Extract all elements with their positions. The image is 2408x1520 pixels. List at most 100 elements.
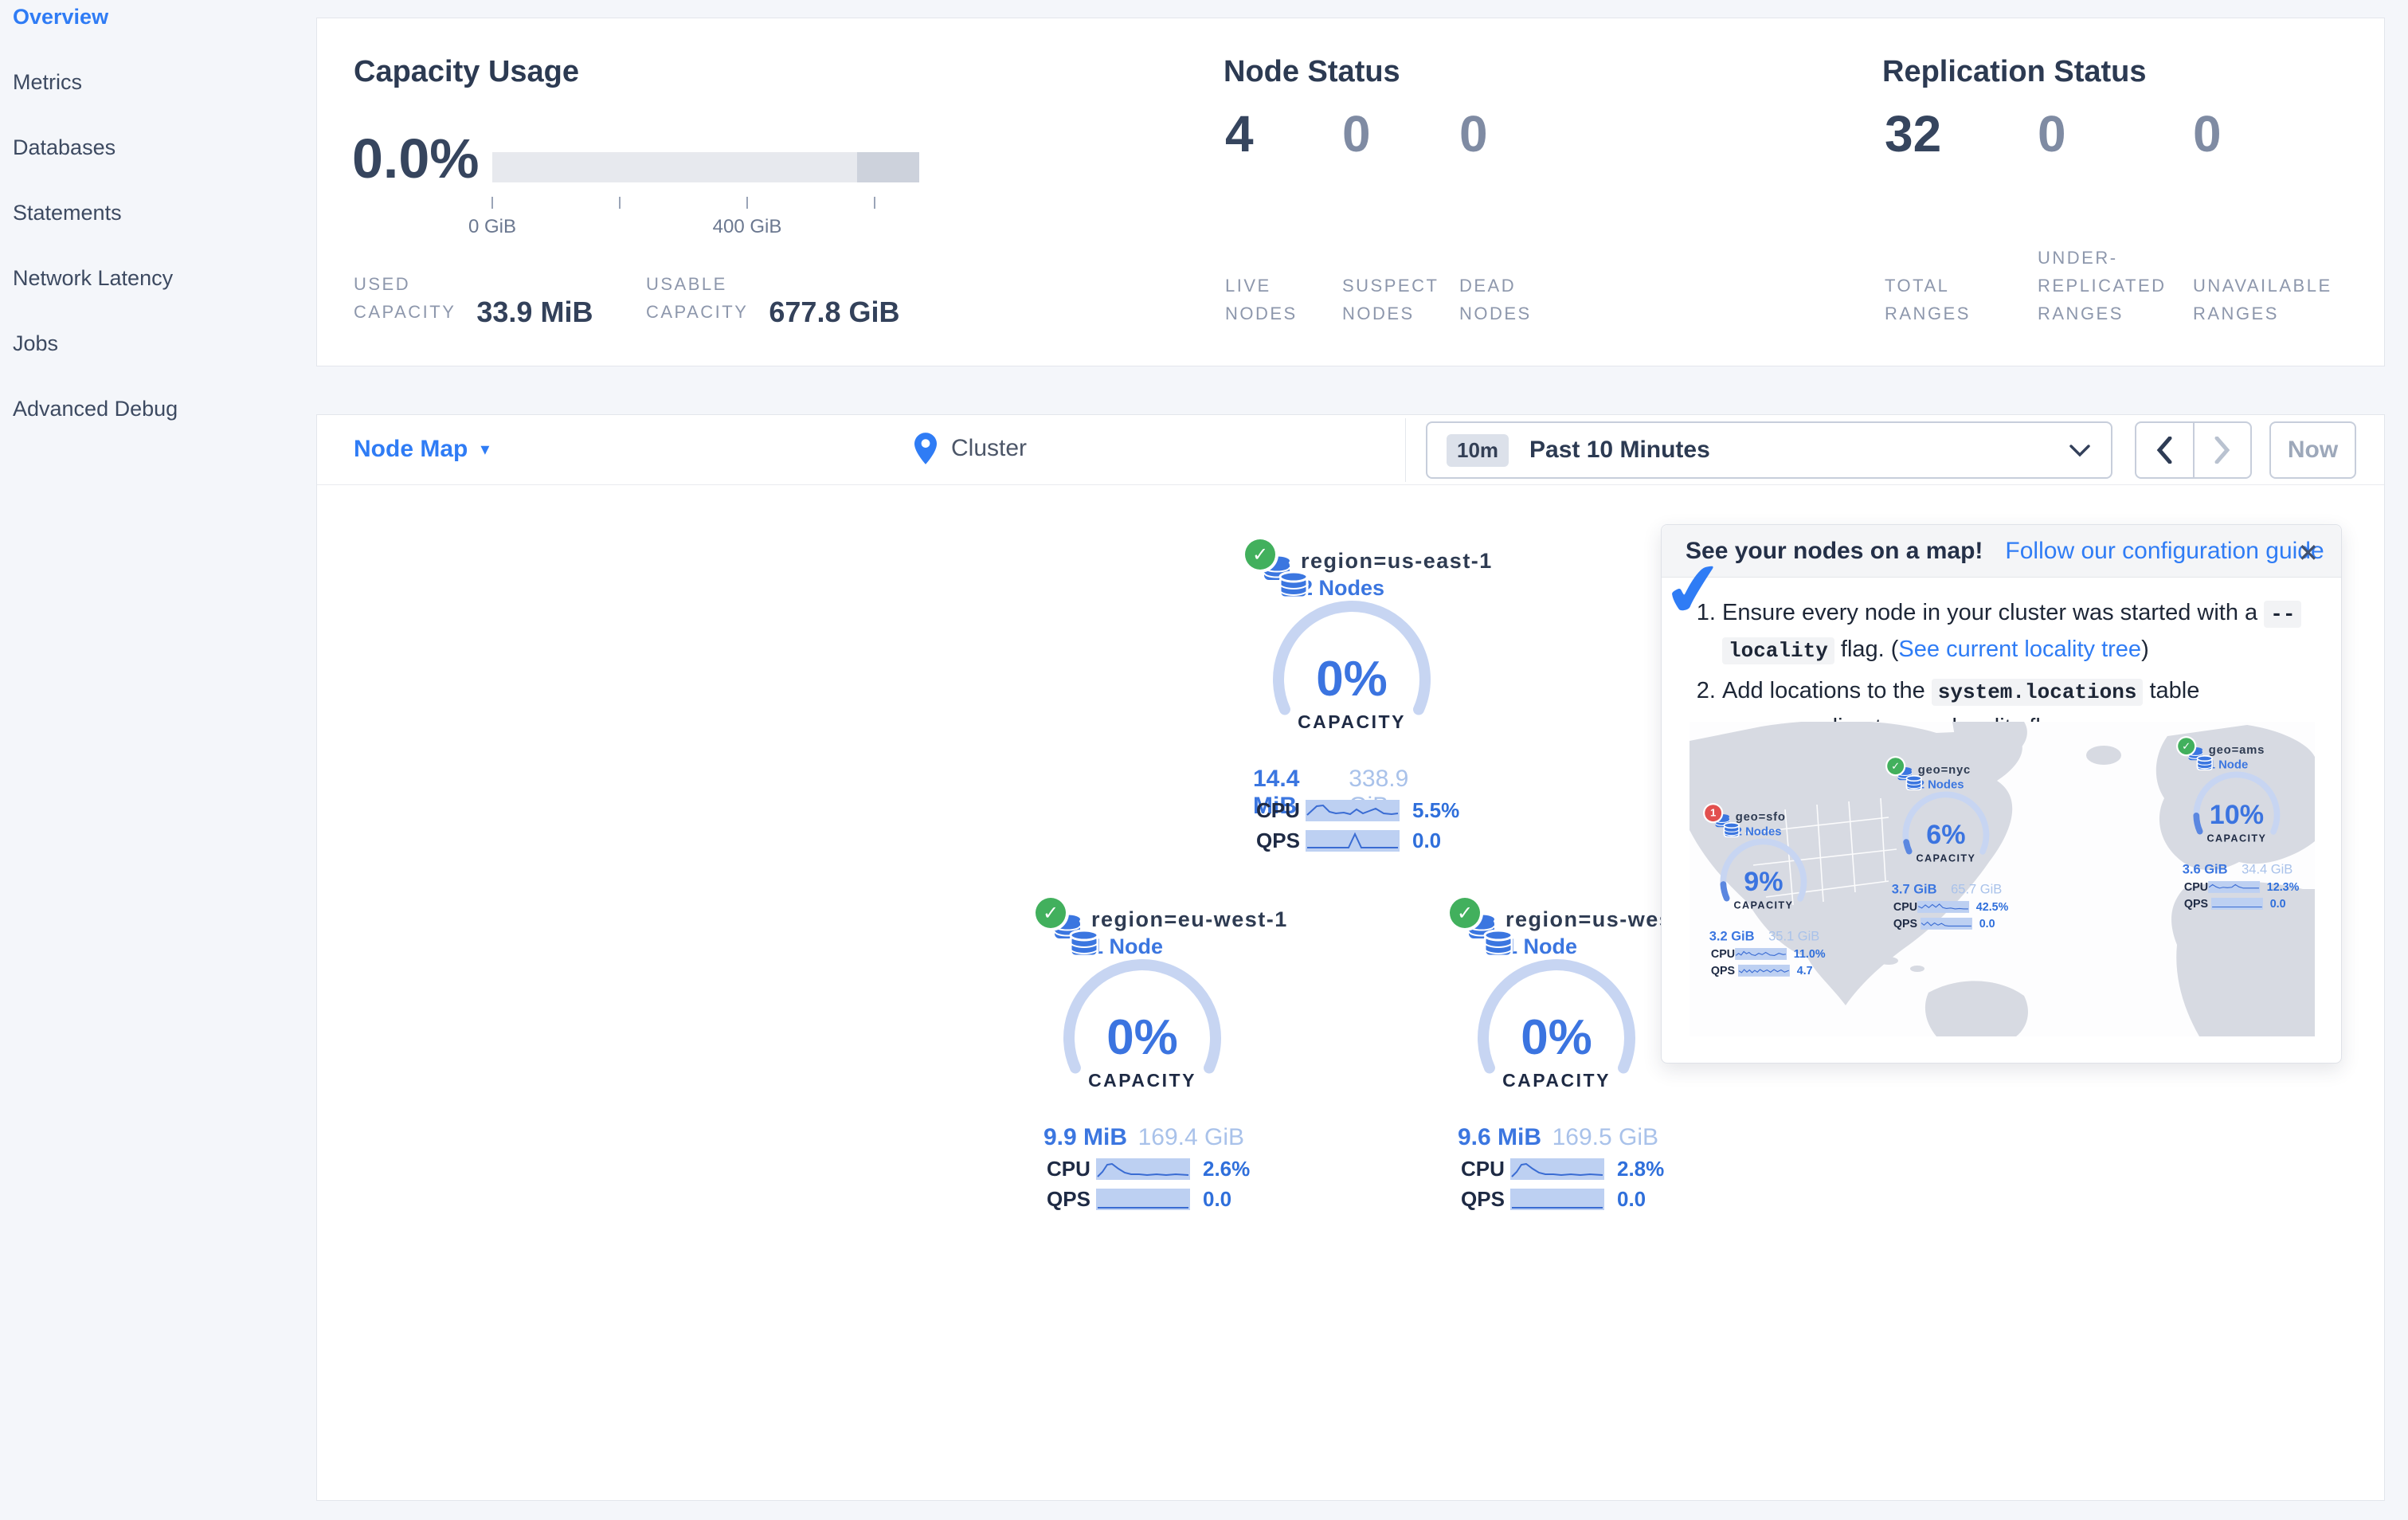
node-count-label[interactable]: 1 Node (1091, 934, 1164, 958)
cpu-sparkline (1917, 900, 1969, 913)
node-region-label: region=us-east-1 (1301, 549, 1493, 573)
capacity-tick (874, 197, 875, 209)
locality-tree-link[interactable]: See current locality tree (1898, 637, 2142, 662)
qps-value: 0.0 (2269, 896, 2286, 911)
gauge-percent: 9% (1744, 866, 1783, 897)
status-error-badge: 1 (1705, 805, 1722, 822)
gauge-capacity-word: CAPACITY (2206, 832, 2267, 844)
cpu-label: CPU (1461, 1156, 1505, 1181)
node-count-label[interactable]: 1 Node (1505, 934, 1578, 958)
step1-post: ) (2141, 637, 2149, 662)
used-capacity: 14.4 MiB (1253, 766, 1300, 819)
sidebar-item-advanced-debug[interactable]: Advanced Debug (13, 397, 178, 421)
configuration-guide-link[interactable]: Follow our configuration guide (2005, 537, 2324, 564)
gauge-capacity-word: CAPACITY (1733, 899, 1794, 911)
close-icon[interactable]: ✕ (2297, 539, 2319, 567)
time-pager (2135, 421, 2252, 479)
dead-nodes-count: 0 (1459, 105, 1488, 163)
node-status-title: Node Status (1224, 55, 1400, 88)
qps-sparkline (1738, 964, 1790, 977)
node-region-label: geo=sfo (1735, 809, 1786, 824)
qps-value: 0.0 (1979, 916, 1995, 930)
cpu-sparkline (2208, 880, 2260, 893)
qps-sparkline (2211, 897, 2263, 910)
node-count-label[interactable]: 2 Nodes (1301, 576, 1385, 600)
tooltip-step-1: Ensure every node in your cluster was st… (1722, 595, 2323, 668)
sidebar-item-databases[interactable]: Databases (13, 135, 116, 159)
used-capacity: 3.6 GiB (2182, 862, 2228, 877)
cpu-value: 5.5% (1412, 797, 1460, 822)
gauge-capacity-word: CAPACITY (1916, 852, 1976, 864)
sidebar-item-jobs[interactable]: Jobs (13, 331, 59, 355)
gauge-capacity-word: CAPACITY (1298, 711, 1406, 732)
qps-label: QPS (1256, 828, 1300, 852)
cpu-label: CPU (1047, 1156, 1090, 1181)
node-card-us-west-1[interactable]: ✓ region=us-west-1 1 Node 0% CAPACITY 9.… (1447, 895, 1701, 1211)
qps-label: QPS (1461, 1186, 1505, 1211)
chevron-right-icon (2214, 437, 2230, 464)
total-capacity: 169.4 GiB (1137, 1124, 1244, 1150)
status-ok-icon: ✓ (1245, 539, 1275, 570)
gauge-percent: 6% (1926, 819, 1966, 850)
time-range-dropdown[interactable]: 10m Past 10 Minutes (1426, 421, 2112, 479)
view-selector-dropdown[interactable]: Node Map ▾ (354, 436, 489, 463)
capacity-bar-reserved-segment (857, 152, 919, 182)
cpu-label: CPU (1256, 797, 1300, 822)
qps-sparkline (1921, 917, 1972, 930)
capacity-tick-label-400: 400 GiB (712, 216, 782, 237)
usable-capacity-value: 677.8 GiB (769, 296, 900, 328)
time-next-button[interactable] (2195, 423, 2251, 477)
capacity-tick (619, 197, 621, 209)
cpu-sparkline (1306, 799, 1400, 821)
qps-label: QPS (1710, 963, 1736, 977)
cpu-value: 11.0% (1793, 946, 1826, 961)
mini-map-preview: 1 geo=sfo 2 Nodes 9% (1690, 722, 2315, 1036)
node-card-us-east-1[interactable]: ✓ region=us-east-1 2 Nodes 0% CAPACITY 1… (1242, 536, 1491, 852)
unavailable-ranges-count: 0 (2193, 105, 2222, 163)
total-capacity: 169.5 GiB (1552, 1124, 1658, 1150)
code-locality-flag-b: locality (1722, 637, 1834, 664)
usable-capacity-label: USABLE CAPACITY (646, 274, 749, 322)
qps-value: 0.0 (1412, 828, 1442, 852)
cpu-value: 12.3% (2266, 879, 2300, 894)
breadcrumb-cluster-label: Cluster (951, 435, 1028, 461)
chevron-left-icon (2156, 437, 2172, 464)
live-nodes-label: LIVE NODES (1225, 276, 1298, 323)
sidebar-item-network-latency[interactable]: Network Latency (13, 266, 174, 290)
mini-node-card-geo-nyc[interactable]: ✓ geo=nyc 2 Nodes 6% (1885, 756, 2008, 930)
qps-label: QPS (2183, 896, 2209, 911)
used-capacity-value: 33.9 MiB (476, 296, 593, 328)
capacity-tick (491, 197, 493, 209)
capacity-tick (746, 197, 748, 209)
mini-node-card-geo-sfo[interactable]: 1 geo=sfo 2 Nodes 9% (1703, 803, 1826, 977)
step1-mid: flag. ( (1834, 637, 1899, 662)
used-capacity-label: USED CAPACITY (354, 274, 456, 322)
unavailable-ranges-label: UNAVAILABLE RANGES (2193, 276, 2332, 323)
capacity-bar (492, 152, 919, 182)
cpu-sparkline (1735, 947, 1787, 960)
status-ok-icon: ✓ (1450, 898, 1480, 928)
node-card-eu-west-1[interactable]: ✓ region=eu-west-1 1 Node 0% CAPACITY 9.… (1032, 895, 1286, 1211)
chevron-down-icon: ▾ (480, 439, 490, 459)
dead-nodes-label: DEAD NODES (1459, 276, 1532, 323)
sidebar-item-overview[interactable]: Overview (13, 5, 109, 29)
breadcrumb[interactable]: Cluster (914, 433, 1027, 464)
code-system-locations: system.locations (1931, 679, 2144, 706)
view-selector-label: Node Map (354, 436, 468, 462)
sidebar-item-metrics[interactable]: Metrics (13, 70, 82, 94)
database-icon (1468, 915, 1513, 958)
database-icon (1054, 915, 1099, 958)
gauge-percent: 0% (1106, 1010, 1178, 1065)
sidebar-item-statements[interactable]: Statements (13, 201, 122, 225)
mini-node-card-geo-ams[interactable]: ✓ geo=ams 1 Node 10% (2176, 736, 2299, 910)
node-count-label: 2 Nodes (1735, 825, 1782, 839)
tooltip-header: See your nodes on a map! Follow our conf… (1662, 525, 2341, 578)
capacity-gauge: 0% CAPACITY (1272, 600, 1431, 759)
qps-sparkline (1096, 1188, 1190, 1210)
time-range-label: Past 10 Minutes (1529, 437, 1710, 463)
qps-sparkline (1306, 829, 1400, 852)
now-button[interactable]: Now (2269, 421, 2356, 479)
used-capacity: 3.7 GiB (1891, 882, 1937, 897)
gauge-capacity-word: CAPACITY (1088, 1070, 1196, 1091)
time-prev-button[interactable] (2136, 423, 2195, 477)
